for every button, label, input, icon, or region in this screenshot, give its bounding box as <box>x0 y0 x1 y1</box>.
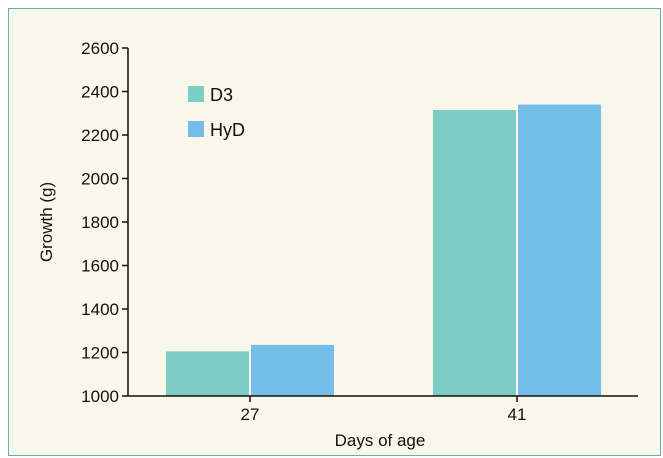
y-tick-label: 2600 <box>81 39 119 58</box>
legend-label-d3: D3 <box>210 85 233 105</box>
y-tick-label: 2200 <box>81 126 119 145</box>
x-tick-label: 27 <box>241 405 260 424</box>
bar-d3-27 <box>166 351 249 396</box>
x-axis-ticks: 27 41 <box>241 396 527 424</box>
y-tick-label: 1000 <box>81 387 119 406</box>
x-axis-title: Days of age <box>335 431 426 450</box>
plot-area <box>166 104 601 397</box>
bar-hyd-27 <box>251 344 334 396</box>
y-tick-label: 1800 <box>81 213 119 232</box>
legend-label-hyd: HyD <box>210 120 245 140</box>
bar-hyd-41 <box>518 104 601 397</box>
legend-swatch-hyd <box>188 121 204 137</box>
y-tick-label: 1600 <box>81 257 119 276</box>
y-tick-label: 1400 <box>81 300 119 319</box>
legend: D3 HyD <box>188 85 245 140</box>
y-tick-label: 1200 <box>81 344 119 363</box>
y-axis-title: Growth (g) <box>37 182 56 262</box>
y-axis-ticks: 1000 1200 1400 1600 1800 2000 2200 2400 2600 <box>81 39 128 406</box>
y-tick-label: 2400 <box>81 83 119 102</box>
bar-d3-41 <box>433 109 516 397</box>
y-tick-label: 2000 <box>81 170 119 189</box>
x-tick-label: 41 <box>508 405 527 424</box>
legend-swatch-d3 <box>188 86 204 102</box>
